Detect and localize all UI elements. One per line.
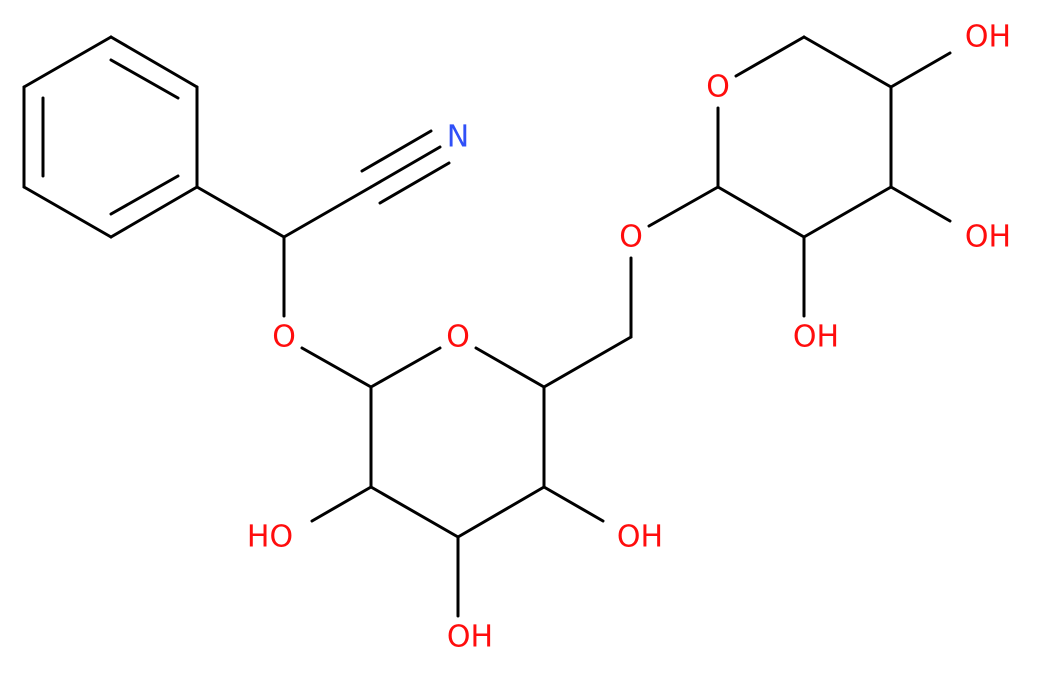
- atom-label: O: [619, 220, 643, 255]
- atom-label: O: [272, 320, 296, 355]
- atom-label: HO: [247, 520, 293, 555]
- atom-label: OH: [793, 320, 839, 355]
- bonds: [22, 35, 952, 618]
- atom-label: OH: [965, 20, 1011, 55]
- atom-label: OH: [965, 220, 1011, 255]
- atom-label: OH: [617, 520, 663, 555]
- atom-label: OH: [447, 620, 493, 655]
- atom-label: O: [706, 70, 730, 105]
- atom-label: N: [447, 120, 469, 155]
- atom-label: O: [446, 320, 470, 355]
